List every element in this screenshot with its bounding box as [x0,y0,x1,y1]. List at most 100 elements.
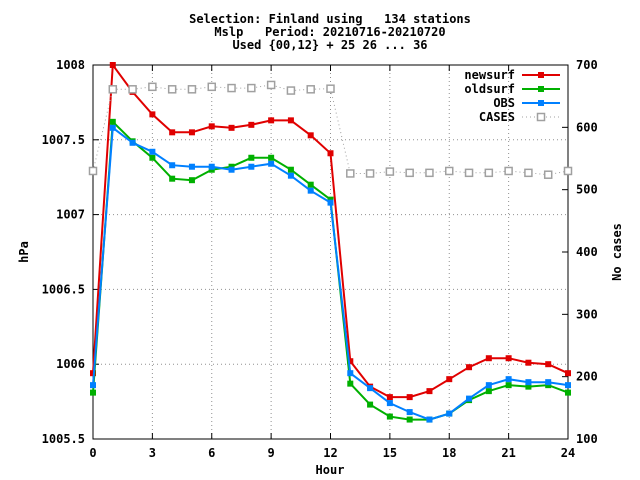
legend-item-cases: CASES [479,110,560,124]
series-oldsurf [90,118,571,423]
data-point [307,132,314,139]
data-point [129,139,136,146]
data-point [504,166,513,176]
data-point [565,389,571,396]
legend-label: newsurf [464,68,515,82]
data-point [286,86,296,95]
data-point [545,379,552,386]
legend-swatch-marker [538,72,544,78]
data-point [545,361,552,368]
series [88,62,573,423]
data-point [446,376,453,383]
series-obs [90,124,571,423]
data-point [485,382,492,389]
x-tick-label: 0 [89,446,96,460]
legend-swatch-marker [538,100,544,106]
x-tick-label: 21 [501,446,515,460]
data-point [386,400,393,407]
y2-tick-label: 300 [576,307,598,321]
data-point [505,355,512,362]
y-tick-label: 1005.5 [42,432,85,446]
legend-label: oldsurf [464,82,515,96]
data-point [386,394,393,401]
data-point [426,388,433,395]
data-point [367,385,374,392]
data-point [109,118,116,125]
data-point [149,154,156,161]
data-point [565,370,571,377]
y2-tick-label: 400 [576,245,598,259]
data-point [464,168,474,178]
data-point [327,150,334,157]
data-point [208,163,215,170]
data-point [248,121,255,128]
legend-item-obs: OBS [493,96,560,110]
data-point [287,117,294,124]
y-axis-label: hPa [17,241,31,263]
x-tick-label: 12 [323,446,337,460]
data-point [169,129,176,136]
data-point [405,168,414,178]
legend-swatch-marker [538,86,544,92]
data-point [365,169,375,178]
data-point [326,84,335,93]
title-line-3: Used {00,12} + 25 26 ... 36 [232,38,427,52]
y-tick-label: 1006.5 [42,282,85,296]
data-point [207,82,216,92]
data-point [148,82,157,92]
data-point [524,168,533,178]
x-axis-tick-labels: 0 3 6 9 12 15 18 21 24 [89,446,575,460]
y2-axis-tick-labels: 100 200 300 400 500 600 700 [576,58,598,446]
data-point [287,172,294,179]
data-point [208,123,215,130]
data-point [485,355,492,362]
legend-item-oldsurf: oldsurf [464,82,560,96]
data-point [565,382,571,389]
data-point [306,85,315,94]
legend-swatch-marker [536,112,546,122]
legend-label: CASES [479,110,515,124]
data-point [247,83,256,93]
data-point [227,83,236,93]
y2-tick-label: 600 [576,120,598,134]
data-point [425,168,434,178]
data-point [149,111,156,118]
data-point [228,124,235,131]
data-point [367,401,374,408]
data-point [563,166,573,176]
data-point [169,162,176,169]
data-point [266,80,276,90]
data-point [446,410,453,417]
data-point [346,169,355,178]
data-point [525,359,532,366]
data-point [406,409,413,416]
data-point [109,124,116,131]
data-point [268,117,275,124]
data-point [505,382,512,389]
y-tick-label: 1008 [56,58,85,72]
data-point [466,395,473,402]
data-point [485,388,492,395]
y-tick-label: 1006 [56,357,85,371]
data-point [484,168,494,178]
y-axis-tick-labels: 1005.5 1006 1006.5 1007 1007.5 1008 [42,58,85,446]
data-point [307,181,314,188]
legend-item-newsurf: newsurf [464,68,560,82]
data-point [406,394,413,401]
series-line-oldsurf [92,119,569,421]
data-point [188,177,195,184]
data-point [108,85,118,94]
data-point [287,166,294,173]
data-point [90,382,96,389]
x-tick-label: 18 [442,446,456,460]
y2-tick-label: 700 [576,58,598,72]
data-point [466,364,473,371]
data-point [525,379,532,386]
data-point [327,199,334,206]
data-point [543,170,553,179]
data-point [268,154,275,161]
series-cases [88,80,573,179]
x-tick-label: 15 [383,446,397,460]
